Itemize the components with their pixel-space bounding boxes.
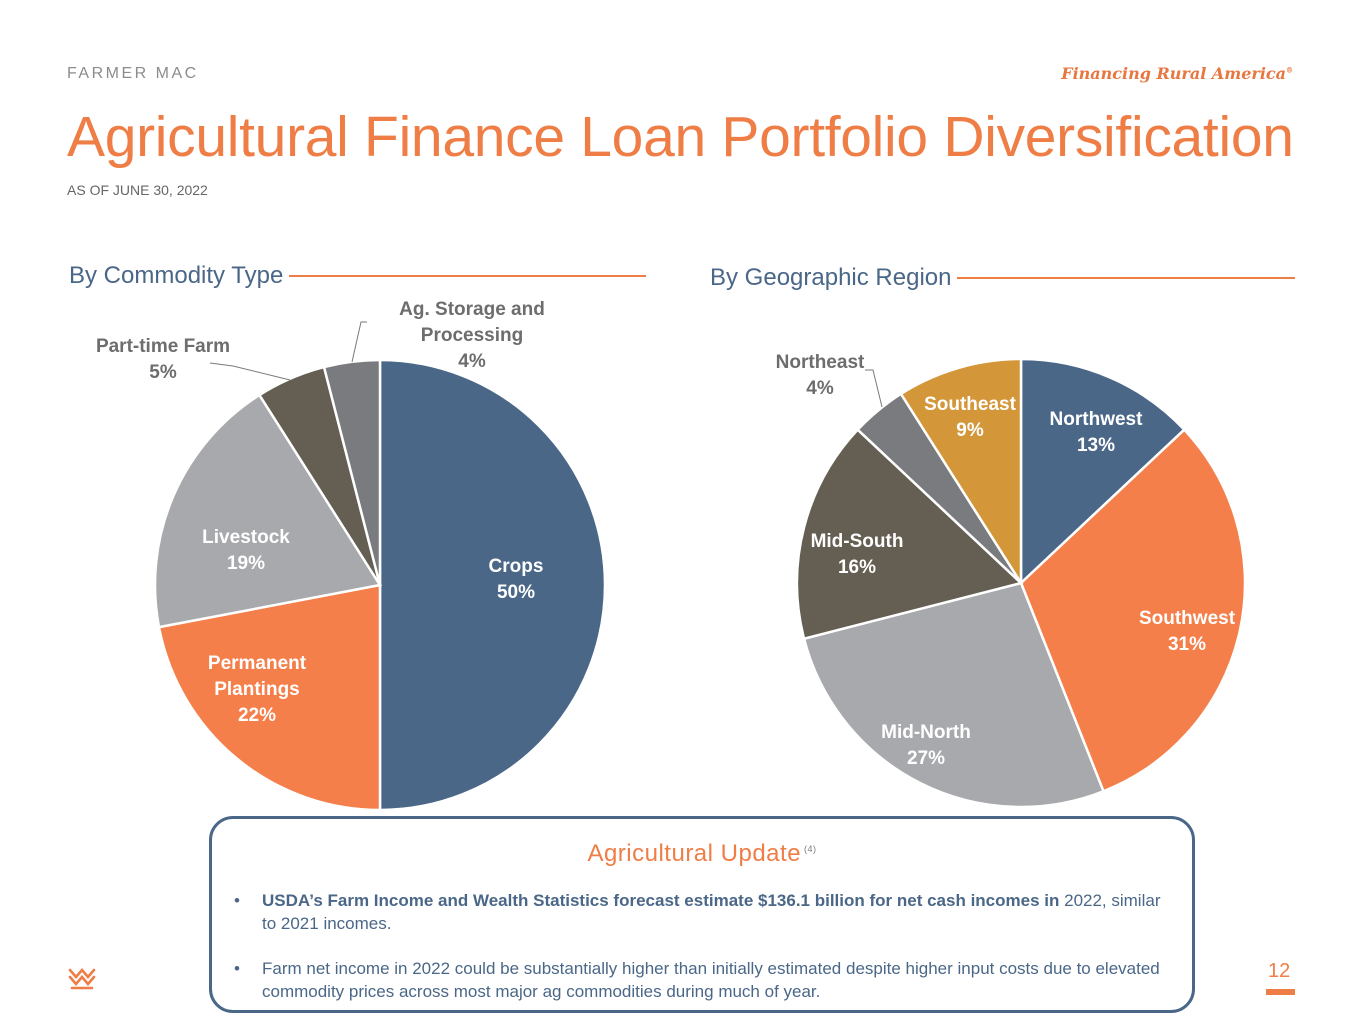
- commodity-chart-title: By Commodity Type: [69, 262, 284, 289]
- update-bullet-2: • Farm net income in 2022 could be subst…: [234, 959, 1160, 1001]
- pie1-data-label-1: Crops 50%: [489, 556, 544, 603]
- update-bullets: • USDA’s Farm Income and Wealth Statisti…: [234, 889, 1164, 1025]
- pie1-leader-line-5: [351, 321, 367, 363]
- update-bullet-1: • USDA’s Farm Income and Wealth Statisti…: [234, 891, 1161, 933]
- pie2-slice-1: [1019, 357, 1187, 586]
- pie1-data-label-2: Permanent Plantings 22%: [208, 653, 307, 726]
- pie2-data-label-4: Mid-South 16%: [811, 531, 904, 578]
- pie1-slice-2: [157, 583, 382, 812]
- pie2-data-label-1: Northwest 13%: [1050, 409, 1144, 456]
- page-number-bar: [1266, 989, 1295, 995]
- pie2-data-label-6: Southeast 9%: [924, 394, 1017, 441]
- page-number: 12: [1268, 960, 1291, 982]
- agricultural-update-box: Agricultural Update (4) • USDA’s Farm Inc…: [209, 816, 1195, 1013]
- pie1-data-label-3: Livestock 19%: [202, 527, 290, 574]
- region-chart-title: By Geographic Region: [710, 264, 952, 291]
- page-subtitle: AS OF JUNE 30, 2022: [67, 182, 208, 198]
- pie1-leader-line-4: [209, 362, 291, 381]
- pie2-data-label-2: Southwest 31%: [1139, 608, 1236, 655]
- pie2-slice-4: [795, 427, 1024, 641]
- heading-rule: [957, 277, 1295, 279]
- pie2-slice-3: [802, 581, 1106, 809]
- page-title: Agricultural Finance Loan Portfolio Dive…: [67, 105, 1294, 169]
- brand-name: FARMER MAC: [67, 65, 199, 82]
- tagline: Financing Rural America®: [1061, 64, 1293, 83]
- heading-rule: [289, 275, 646, 277]
- bullet-dot: •: [234, 959, 240, 978]
- pie2-leader-line-5: [865, 369, 883, 408]
- region-section-heading: By Geographic Region: [710, 264, 1295, 292]
- commodity-section-heading: By Commodity Type: [69, 262, 646, 290]
- update-title: Agricultural Update (4): [587, 840, 817, 867]
- pie2-data-label-5: Northeast 4%: [776, 352, 865, 399]
- pie2-slice-6: [899, 357, 1023, 588]
- pie1-slice-3: [153, 393, 383, 629]
- pie1-slice-1: [378, 358, 607, 812]
- pie1-data-label-5: Ag. Storage and Processing 4%: [399, 299, 545, 372]
- bullet-dot: •: [234, 891, 240, 910]
- farmer-mac-wheat-icon: [68, 968, 96, 990]
- pie2-data-label-3: Mid-North 27%: [881, 722, 971, 769]
- pie2-slice-2: [1019, 427, 1247, 793]
- pie1-data-label-4: Part-time Farm 5%: [96, 336, 230, 383]
